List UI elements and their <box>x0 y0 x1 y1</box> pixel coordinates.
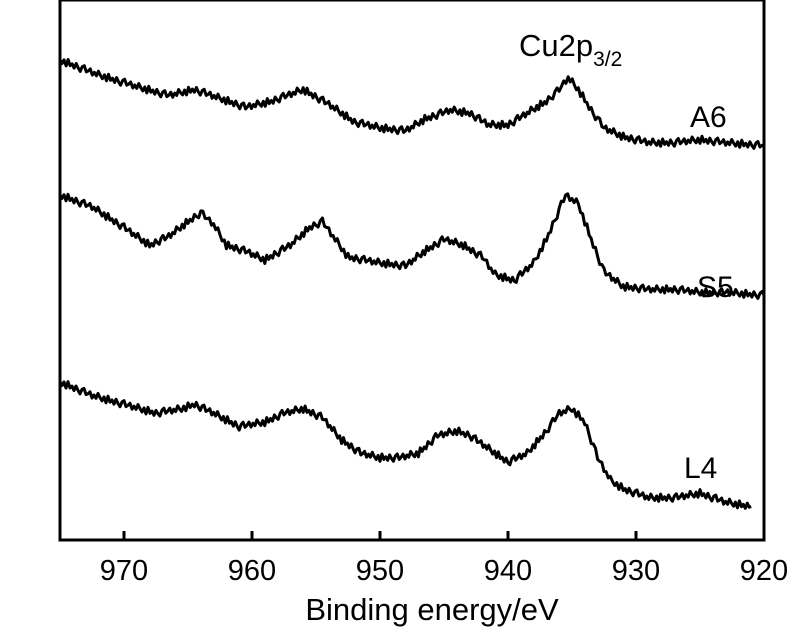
x-axis-title: Binding energy/eV <box>305 592 559 627</box>
title-main: Cu2p <box>519 28 593 63</box>
plot-frame <box>58 0 766 542</box>
x-tick-label-960: 960 <box>228 555 276 587</box>
x-tick-label-940: 940 <box>484 555 532 587</box>
x-tick-label-930: 930 <box>612 555 660 587</box>
series-group <box>58 58 766 510</box>
chart-title: Cu2p3/2 <box>519 28 622 71</box>
x-axis: 970 960 950 940 930 920 <box>100 531 788 587</box>
series-label-a6: A6 <box>690 101 727 134</box>
x-tick-label-920: 920 <box>740 555 788 587</box>
series-label-s5: S5 <box>697 271 734 304</box>
series-line-s5 <box>58 192 766 300</box>
title-subscript: 3/2 <box>593 48 622 71</box>
series-line-l4 <box>58 380 752 510</box>
series-line-a6 <box>58 58 765 150</box>
x-tick-label-950: 950 <box>356 555 404 587</box>
x-tick-label-970: 970 <box>100 555 148 587</box>
series-labels: A6 S5 L4 <box>684 101 734 485</box>
series-label-l4: L4 <box>684 452 717 485</box>
